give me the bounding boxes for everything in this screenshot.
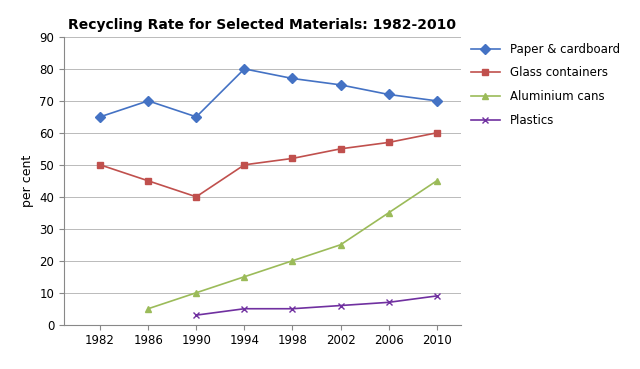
Paper & cardboard	[289, 76, 296, 81]
Paper & cardboard	[193, 115, 200, 119]
Aluminium cans	[241, 275, 248, 279]
Plastics	[337, 303, 344, 308]
Aluminium cans	[193, 290, 200, 295]
Aluminium cans	[289, 259, 296, 263]
Glass containers	[96, 163, 104, 167]
Plastics	[433, 294, 440, 298]
Paper & cardboard	[337, 83, 344, 87]
Legend: Paper & cardboard, Glass containers, Aluminium cans, Plastics: Paper & cardboard, Glass containers, Alu…	[470, 43, 620, 127]
Y-axis label: per cent: per cent	[21, 155, 34, 207]
Glass containers	[145, 179, 152, 183]
Plastics	[193, 313, 200, 317]
Aluminium cans	[385, 211, 392, 215]
Line: Aluminium cans: Aluminium cans	[145, 177, 440, 312]
Glass containers	[241, 163, 248, 167]
Paper & cardboard	[145, 99, 152, 103]
Paper & cardboard	[385, 92, 392, 97]
Plastics	[385, 300, 392, 304]
Paper & cardboard	[433, 99, 440, 103]
Glass containers	[337, 146, 344, 151]
Plastics	[289, 307, 296, 311]
Plastics	[241, 307, 248, 311]
Aluminium cans	[433, 179, 440, 183]
Paper & cardboard	[96, 115, 104, 119]
Glass containers	[289, 156, 296, 161]
Glass containers	[433, 131, 440, 135]
Line: Glass containers: Glass containers	[97, 130, 440, 200]
Aluminium cans	[145, 307, 152, 311]
Line: Paper & cardboard: Paper & cardboard	[97, 65, 440, 120]
Title: Recycling Rate for Selected Materials: 1982-2010: Recycling Rate for Selected Materials: 1…	[68, 18, 456, 32]
Line: Plastics: Plastics	[193, 293, 440, 318]
Glass containers	[193, 194, 200, 199]
Paper & cardboard	[241, 67, 248, 71]
Glass containers	[385, 140, 392, 145]
Aluminium cans	[337, 242, 344, 247]
